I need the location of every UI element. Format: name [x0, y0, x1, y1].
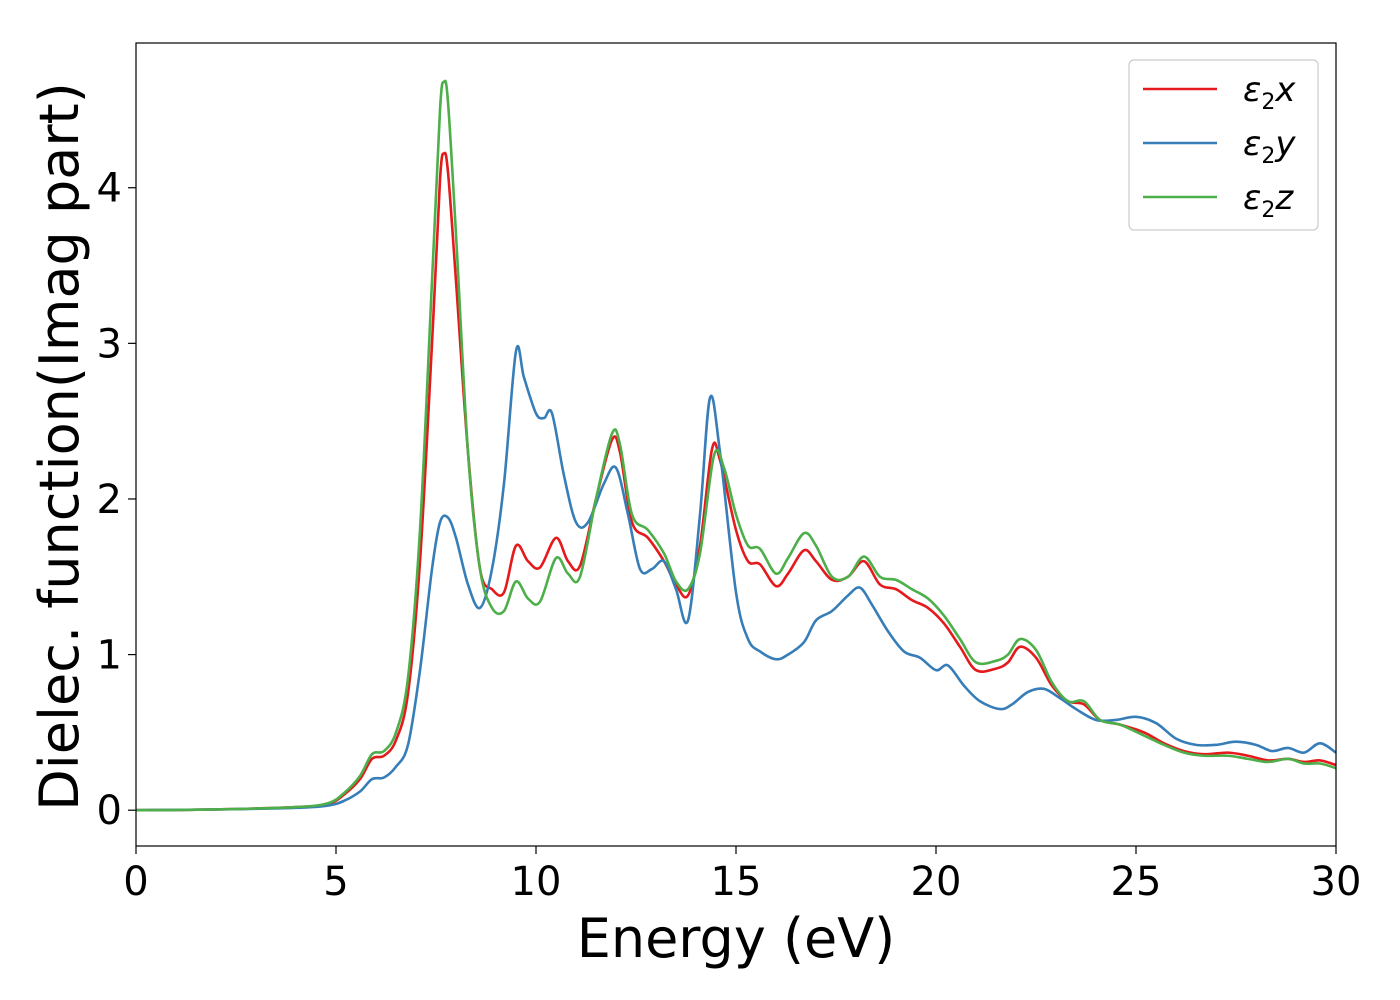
x-tick-label: 10: [511, 859, 562, 905]
y-tick-label: 3: [97, 321, 122, 367]
legend-box: [1128, 59, 1319, 231]
series-line-y: [136, 345, 1336, 812]
legend-symbol: ε: [1243, 124, 1261, 164]
y-tick-label: 1: [97, 633, 122, 679]
legend-label-y: ε2y: [1243, 124, 1296, 169]
y-tick-label: 0: [97, 788, 122, 834]
x-axis-label: Energy (eV): [577, 907, 896, 970]
y-axis-label: Dielec. function(Imag part): [28, 82, 91, 811]
x-tick-label: 20: [911, 859, 962, 905]
y-axis-ticks: 0 1 2 3 4: [97, 166, 136, 834]
y-tick-label: 2: [97, 477, 122, 523]
series-lines: [136, 79, 1336, 812]
legend-subscript: 2: [1261, 144, 1275, 169]
legend-variable: x: [1274, 70, 1296, 110]
x-axis-ticks: 0 5 10 15 20 25 30: [123, 846, 1361, 905]
legend-variable: z: [1274, 178, 1294, 218]
legend-subscript: 2: [1261, 198, 1275, 223]
series-line-x: [136, 151, 1336, 812]
legend-label-z: ε2z: [1243, 178, 1294, 223]
y-tick-label: 4: [97, 166, 122, 212]
x-tick-label: 0: [123, 859, 148, 905]
series-line-z: [136, 79, 1336, 812]
legend-subscript: 2: [1261, 90, 1275, 115]
legend-variable: y: [1274, 124, 1296, 164]
legend-symbol: ε: [1243, 70, 1261, 110]
x-tick-label: 30: [1311, 859, 1362, 905]
x-tick-label: 5: [323, 859, 348, 905]
x-tick-label: 25: [1111, 859, 1162, 905]
legend-label-x: ε2x: [1243, 70, 1296, 115]
legend-symbol: ε: [1243, 178, 1261, 218]
x-tick-label: 15: [711, 859, 762, 905]
